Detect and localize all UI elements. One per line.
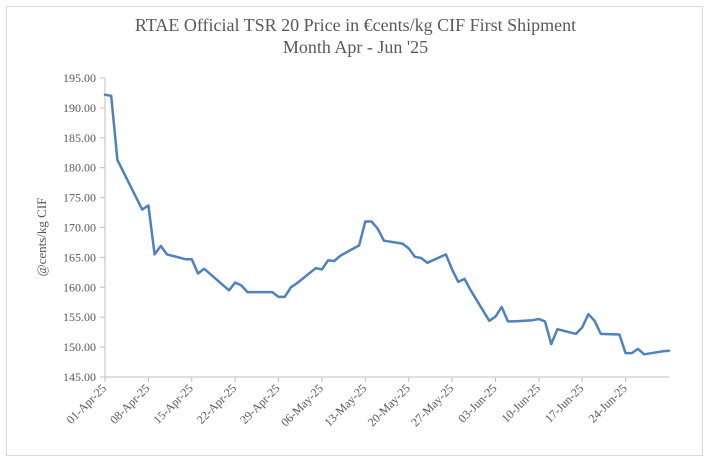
x-tick-label: 01-Apr-25 (64, 381, 110, 427)
y-tick-label: 190.00 (63, 101, 96, 115)
x-tick-label: 20-May-25 (365, 381, 413, 429)
y-tick-label: 150.00 (63, 340, 96, 354)
x-tick-label: 13-May-25 (321, 381, 369, 429)
chart-title: RTAE Official TSR 20 Price in €cents/kg … (0, 14, 711, 58)
chart-title-line-2: Month Apr - Jun '25 (282, 37, 429, 57)
y-tick-label: 180.00 (63, 161, 96, 175)
y-tick-label: 195.00 (63, 71, 96, 85)
y-tick-label: 175.00 (63, 191, 96, 205)
x-tick-label: 29-Apr-25 (237, 381, 283, 427)
y-axis-label: @cents/kg CIF (34, 198, 49, 277)
chart-title-line-1: RTAE Official TSR 20 Price in €cents/kg … (134, 15, 577, 35)
chart-frame (6, 6, 703, 456)
y-tick-label: 145.00 (63, 370, 96, 384)
x-tick-label: 17-Jun-25 (542, 381, 586, 425)
price-series-line (103, 93, 671, 356)
y-tick-label: 160.00 (63, 280, 96, 294)
y-axis: 145.00 150.00 155.00 160.00 165.00 170.00 175.… (63, 71, 106, 384)
y-tick-label: 165.00 (63, 250, 96, 264)
y-tick-label: 170.00 (63, 221, 96, 235)
plot-area (103, 93, 671, 356)
x-tick-label: 24-Jun-25 (585, 381, 629, 425)
y-tick-label: 185.00 (63, 131, 96, 145)
x-tick-label: 06-May-25 (278, 381, 326, 429)
x-tick-label: 08-Apr-25 (107, 381, 153, 427)
x-tick-label: 22-Apr-25 (194, 381, 240, 427)
y-tick-label: 155.00 (63, 310, 96, 324)
x-tick-label: 27-May-25 (408, 381, 456, 429)
x-axis: 01-Apr-2508-Apr-2515-Apr-2522-Apr-2529-A… (64, 376, 669, 429)
x-tick-label: 15-Apr-25 (150, 381, 196, 427)
x-tick-label: 10-Jun-25 (499, 381, 543, 425)
x-tick-label: 03-Jun-25 (455, 381, 499, 425)
